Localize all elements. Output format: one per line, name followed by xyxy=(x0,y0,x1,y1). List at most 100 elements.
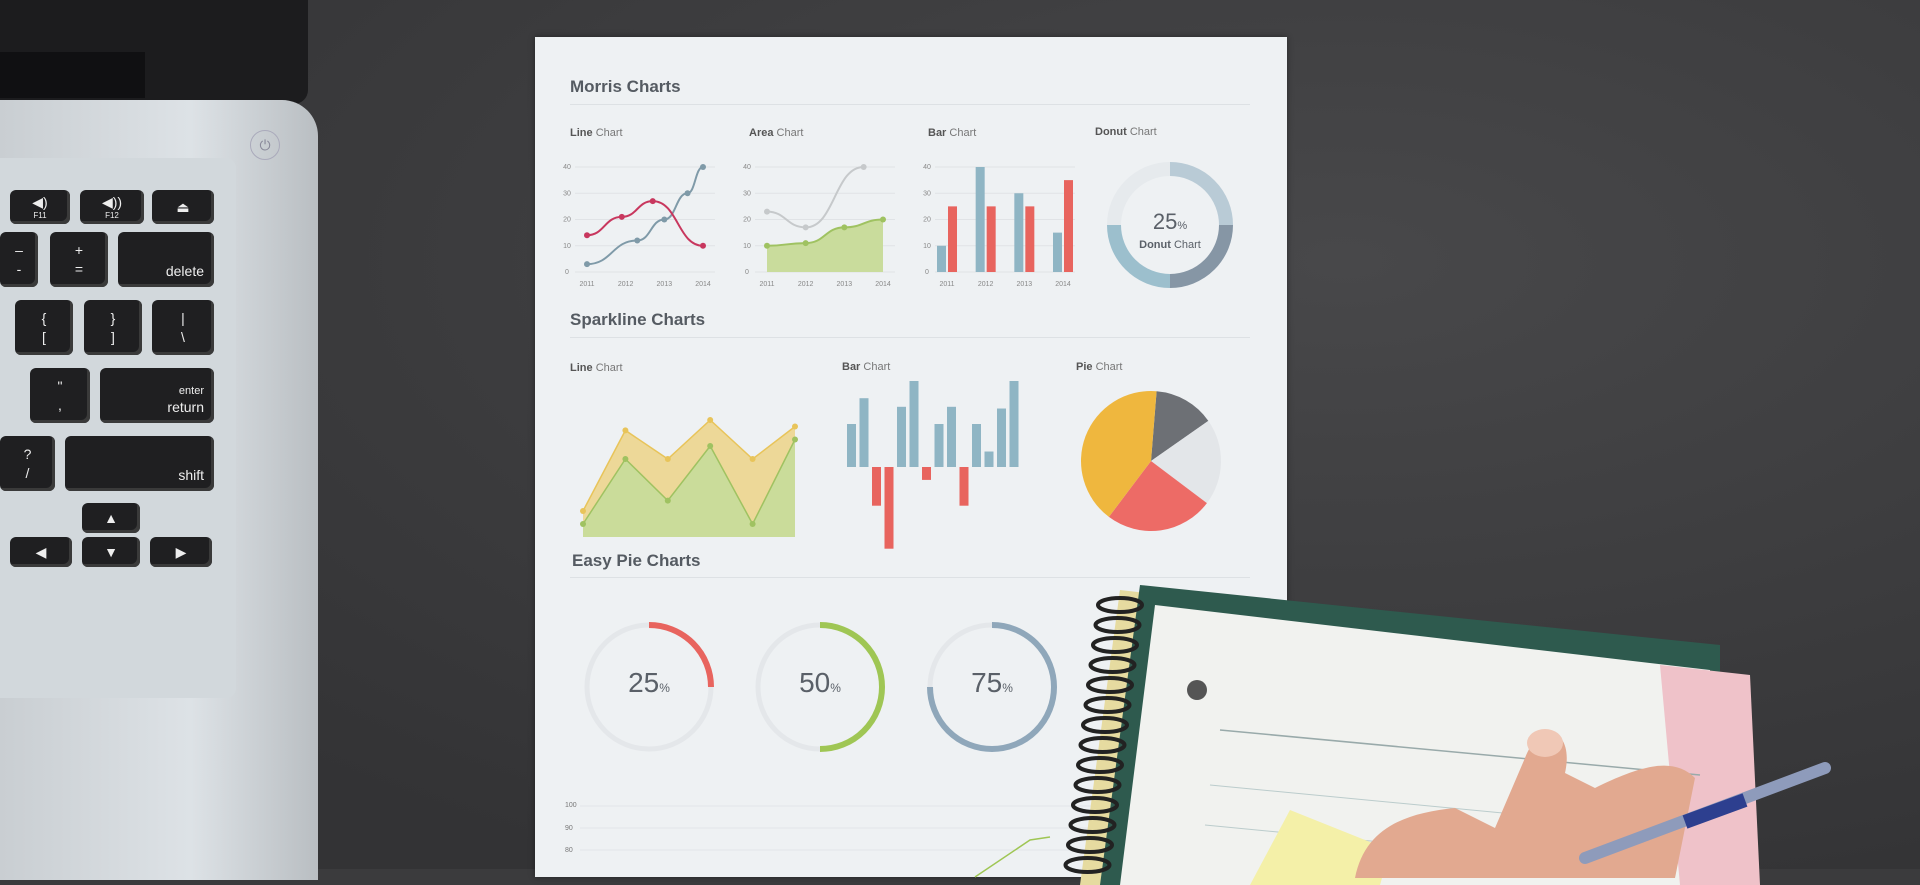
easypie-value: 25% xyxy=(628,667,670,698)
pie-slice xyxy=(1081,391,1157,517)
donut-segment xyxy=(1169,224,1233,288)
x-tick-label: 2014 xyxy=(875,281,891,288)
sparkline-bar xyxy=(984,451,994,467)
sparkline-bar xyxy=(922,467,931,480)
hand-with-pen xyxy=(1355,729,1831,878)
sparkline-area xyxy=(583,439,795,537)
data-point xyxy=(622,456,629,462)
key-top-label: ? xyxy=(23,446,32,463)
keyboard-key[interactable]: ◀) F11 xyxy=(10,190,70,224)
donut-segment xyxy=(1107,224,1171,288)
donut-center-label: 25% Donut Chart xyxy=(1139,209,1201,251)
data-point xyxy=(802,224,809,231)
x-tick-label: 2013 xyxy=(837,281,853,288)
keyboard-key[interactable]: ▲ xyxy=(82,503,140,533)
data-point xyxy=(792,423,798,430)
sparkline-bar xyxy=(934,424,944,467)
easypie-title: Easy Pie Charts xyxy=(572,551,701,570)
pie-slice xyxy=(1108,461,1207,531)
sparkline-line xyxy=(582,418,796,512)
y-tick-label: 10 xyxy=(923,243,931,250)
data-point xyxy=(707,443,714,449)
keyboard-key[interactable]: ◀)) F12 xyxy=(80,190,144,224)
data-point xyxy=(661,216,668,223)
keyboard-key[interactable]: | \ xyxy=(152,300,214,355)
x-tick-label: 2011 xyxy=(759,281,774,288)
bar xyxy=(975,167,985,272)
key-top-label: { xyxy=(41,310,47,327)
y-tick-label: 40 xyxy=(743,164,751,171)
laptop-lid xyxy=(0,0,308,104)
keyboard-key[interactable]: + = xyxy=(50,232,108,287)
power-icon[interactable]: ⏻ xyxy=(250,130,280,160)
x-tick-label: 2013 xyxy=(657,281,673,288)
pie-slice xyxy=(1151,420,1221,504)
keyboard-key[interactable]: ", xyxy=(30,368,90,423)
key-bottom-label: F12 xyxy=(105,210,119,220)
sparkline-bar xyxy=(959,467,969,506)
sparkline-bar xyxy=(859,398,869,467)
keyboard-key[interactable]: – - xyxy=(0,232,38,287)
series-line xyxy=(586,166,704,266)
x-tick-label: 2012 xyxy=(978,281,994,288)
key-top-label: ◀) xyxy=(32,193,48,210)
sparkline-bar xyxy=(1009,381,1019,467)
keyboard-key[interactable]: ▶ xyxy=(150,537,212,567)
key-bottom-label: \ xyxy=(181,328,185,345)
key-top-label: – xyxy=(15,242,23,259)
x-tick-label: 2013 xyxy=(1017,281,1033,288)
data-point xyxy=(684,190,691,197)
tick-label: 90 xyxy=(565,825,573,832)
key-bottom-label: / xyxy=(25,464,30,481)
data-point xyxy=(749,521,756,527)
keyboard-key[interactable]: {[ xyxy=(15,300,73,355)
tick-label: 100 xyxy=(565,802,577,809)
data-point xyxy=(802,240,809,247)
y-tick-label: 30 xyxy=(743,190,751,197)
spark-line-label: Line Chart xyxy=(570,362,623,374)
keyboard-key[interactable]: ? / xyxy=(0,436,55,491)
x-tick-label: 2012 xyxy=(798,281,814,288)
data-point xyxy=(622,427,629,434)
y-tick-label: 10 xyxy=(563,243,571,250)
sparkline-bar xyxy=(947,406,956,467)
series-line xyxy=(766,218,884,247)
y-tick-label: 40 xyxy=(923,164,931,171)
sparkline-bar xyxy=(909,381,919,467)
bar xyxy=(937,245,946,272)
y-tick-label: 0 xyxy=(745,269,749,276)
key-top-label: ▲ xyxy=(104,509,118,526)
bar-chart-label: Bar Chart xyxy=(928,127,977,139)
key-top-label: ◀ xyxy=(35,543,47,560)
series-line xyxy=(974,836,1051,878)
sparkline-bar xyxy=(872,467,881,506)
keyboard-key[interactable]: delete xyxy=(118,232,214,287)
key-top-label: ▶ xyxy=(175,543,187,560)
data-point xyxy=(580,508,586,514)
keyboard-key[interactable]: enter return xyxy=(100,368,214,423)
morris-title: Morris Charts xyxy=(570,77,681,96)
data-point xyxy=(860,164,867,170)
key-bottom-label: return xyxy=(167,398,204,415)
key-bottom-label: ] xyxy=(111,328,115,345)
x-tick-label: 2011 xyxy=(939,281,954,288)
data-point xyxy=(792,436,798,443)
key-top-label: ▼ xyxy=(104,543,118,560)
y-tick-label: 40 xyxy=(563,164,571,171)
data-point xyxy=(580,521,586,527)
tick-label: 80 xyxy=(565,847,573,854)
spark-bar-label: Bar Chart xyxy=(842,361,891,373)
easypie-arc xyxy=(819,622,885,752)
key-top-label: | xyxy=(181,310,185,327)
keyboard-key[interactable]: ⏏ xyxy=(152,190,214,224)
spark-pie-label: Pie Chart xyxy=(1076,361,1123,373)
bar xyxy=(1053,232,1062,272)
keyboard-key[interactable]: shift xyxy=(65,436,214,491)
keyboard-key[interactable]: ▼ xyxy=(82,537,140,567)
donut-segment xyxy=(1169,162,1233,226)
keyboard-key[interactable]: ◀ xyxy=(10,537,72,567)
data-point xyxy=(764,242,770,249)
keyboard-key[interactable]: }] xyxy=(84,300,142,355)
sparkline-bar xyxy=(972,424,981,467)
data-point xyxy=(634,237,641,244)
